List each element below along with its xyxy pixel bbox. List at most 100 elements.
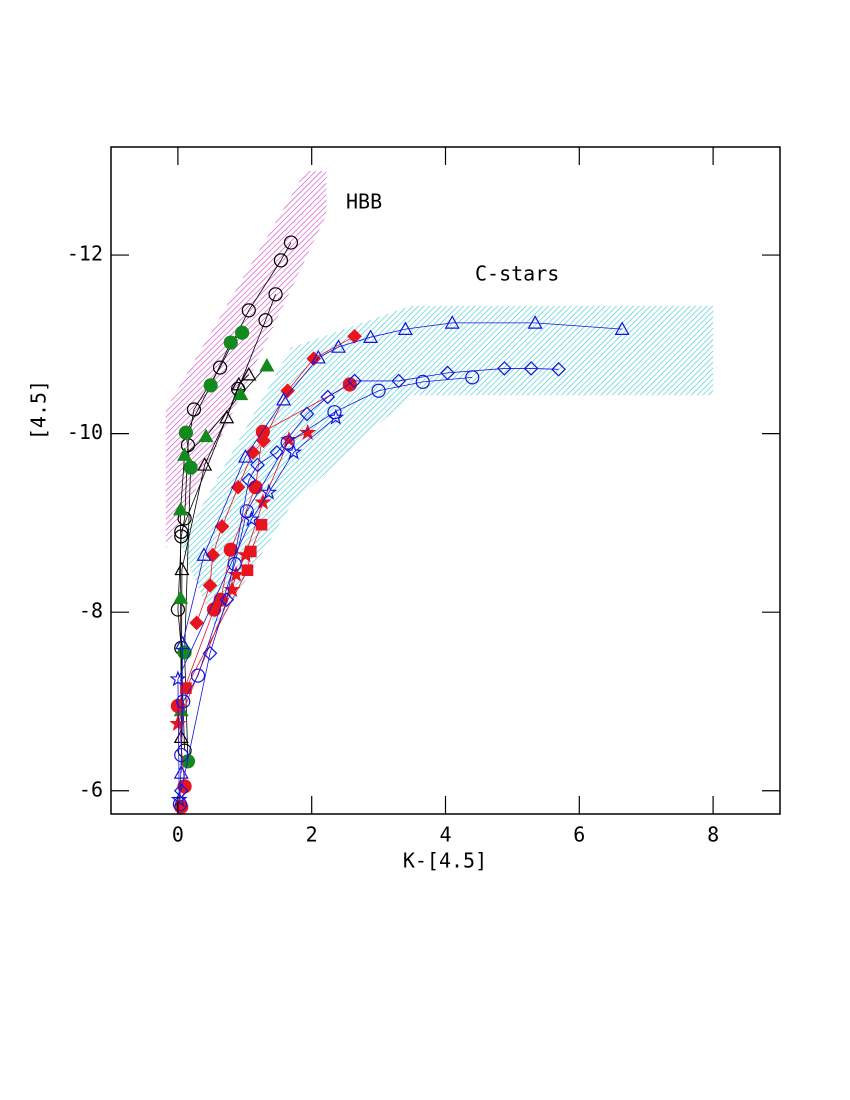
data-point xyxy=(299,406,315,422)
data-point xyxy=(371,383,386,398)
data-point xyxy=(241,472,257,488)
data-point xyxy=(243,510,260,527)
data-point xyxy=(219,592,235,608)
data-point xyxy=(233,386,249,401)
data-point xyxy=(320,389,336,405)
x-tick-label: 4 xyxy=(439,823,451,847)
data-point xyxy=(260,483,278,500)
track-line xyxy=(180,368,559,791)
data-point xyxy=(310,349,326,364)
track-line xyxy=(196,335,355,624)
data-point xyxy=(235,325,250,340)
region-label: HBB xyxy=(346,190,382,214)
x-tick-label: 8 xyxy=(707,823,719,847)
regions: HBB C-stars xyxy=(165,171,714,631)
shaded-region xyxy=(165,171,327,548)
track-line xyxy=(180,322,623,773)
data-point xyxy=(259,358,275,372)
x-tick-label: 2 xyxy=(306,823,318,847)
data-point xyxy=(255,518,268,531)
data-point xyxy=(614,321,630,335)
data-point xyxy=(227,565,245,582)
data-point xyxy=(391,373,407,389)
data-point xyxy=(236,546,254,563)
x-tick-label: 6 xyxy=(573,823,585,847)
data-point xyxy=(241,303,256,318)
data-point xyxy=(176,694,191,709)
data-point xyxy=(174,524,189,539)
data-point xyxy=(465,370,480,385)
data-point xyxy=(197,457,213,471)
data-point xyxy=(347,373,362,389)
data-point xyxy=(175,635,191,650)
data-point xyxy=(283,235,299,250)
data-point xyxy=(551,361,566,377)
data-layer xyxy=(169,235,630,814)
data-point xyxy=(397,321,413,335)
x-tick-label: 0 xyxy=(172,823,184,847)
data-point xyxy=(214,519,230,534)
data-point xyxy=(237,449,253,463)
data-point xyxy=(523,361,539,376)
data-point xyxy=(248,480,263,495)
y-tick-label: -12 xyxy=(67,242,103,266)
y-axis-label: [4.5] xyxy=(27,380,51,440)
track-line xyxy=(179,376,473,805)
data-point xyxy=(327,408,345,425)
data-point xyxy=(196,547,212,561)
data-point xyxy=(173,501,189,516)
data-point xyxy=(203,378,218,393)
track-line xyxy=(180,294,276,532)
data-point xyxy=(170,790,188,807)
region-label: C-stars xyxy=(475,262,559,286)
plot-frame xyxy=(110,146,781,815)
data-point xyxy=(212,360,228,375)
data-point xyxy=(189,615,204,631)
data-point xyxy=(285,443,303,460)
shaded-region xyxy=(180,305,714,631)
data-point xyxy=(347,328,362,344)
data-point xyxy=(444,315,460,329)
data-point xyxy=(173,590,189,604)
data-point xyxy=(239,504,254,519)
data-point xyxy=(280,435,295,450)
data-point xyxy=(255,424,270,439)
data-point xyxy=(174,529,189,544)
data-point xyxy=(227,556,242,572)
data-point xyxy=(231,376,247,391)
y-tick-label: -10 xyxy=(67,420,103,444)
data-point xyxy=(190,668,206,683)
data-point xyxy=(342,377,357,392)
data-point xyxy=(202,578,218,593)
track-line xyxy=(177,417,337,800)
data-point xyxy=(415,374,430,389)
data-point xyxy=(174,561,190,576)
data-point xyxy=(268,287,283,302)
data-point xyxy=(241,366,257,381)
y-tick-label: -6 xyxy=(79,777,103,801)
data-point xyxy=(177,447,193,461)
data-point xyxy=(186,402,202,417)
x-axis-label: K-[4.5] xyxy=(403,849,487,873)
data-point xyxy=(219,409,235,424)
data-point xyxy=(245,445,261,460)
data-point xyxy=(178,425,194,440)
y-tick-label: -8 xyxy=(79,599,103,623)
data-point xyxy=(223,335,238,350)
data-point xyxy=(183,460,198,475)
data-point xyxy=(258,313,273,328)
data-point xyxy=(174,747,189,763)
data-point xyxy=(206,602,222,617)
data-point xyxy=(299,423,317,440)
data-point xyxy=(276,391,292,406)
data-point xyxy=(330,339,346,353)
data-point xyxy=(198,428,214,443)
data-point xyxy=(273,253,289,268)
data-point xyxy=(169,670,187,687)
data-point xyxy=(241,564,254,577)
data-point xyxy=(172,797,188,812)
data-point xyxy=(169,714,187,732)
data-point xyxy=(497,361,512,376)
data-point xyxy=(363,329,379,343)
